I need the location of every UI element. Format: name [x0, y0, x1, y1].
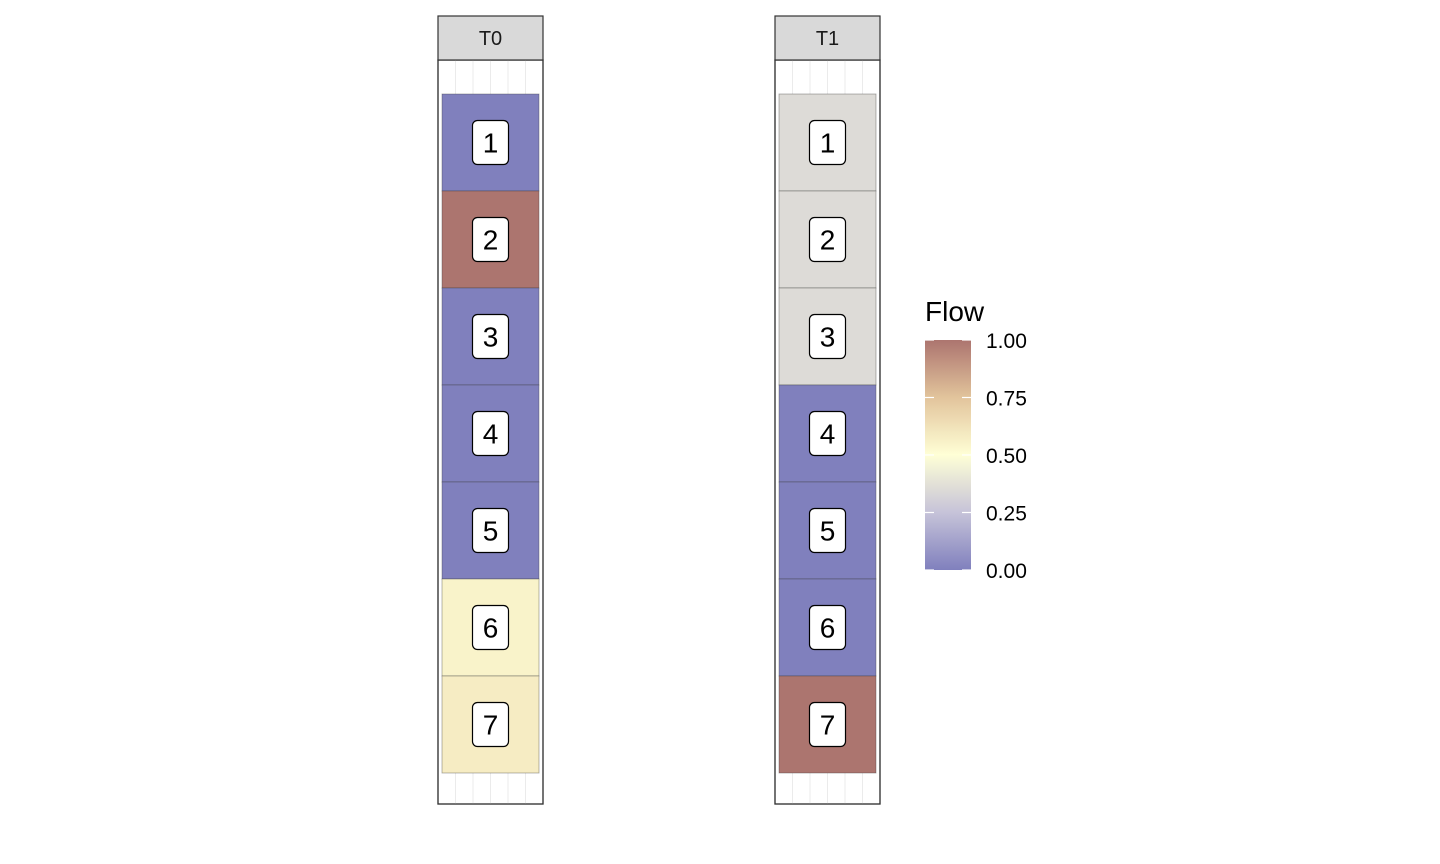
cell-label: 1 — [483, 128, 499, 159]
legend-tick-label: 0.50 — [986, 445, 1027, 468]
cell-label: 7 — [820, 710, 836, 741]
cell-label-box — [471, 701, 510, 748]
cell-label-box — [808, 604, 847, 651]
legend: Flow 1.00 0.75 0.50 0.25 0.00 — [925, 296, 1027, 583]
legend-title: Flow — [925, 296, 985, 327]
cell-label: 5 — [820, 516, 836, 547]
legend-tick-label: 1.00 — [986, 330, 1027, 353]
cell-label-box — [471, 410, 510, 457]
cell-label: 7 — [483, 710, 499, 741]
cell-label: 6 — [820, 613, 836, 644]
facet-strip-label: T1 — [816, 28, 839, 50]
cell-label-box — [808, 507, 847, 554]
cell-label: 1 — [820, 128, 836, 159]
legend-ticks: 1.00 0.75 0.50 0.25 0.00 — [925, 330, 1027, 583]
cell-label: 2 — [483, 225, 499, 256]
cell-label-box — [471, 119, 510, 166]
cell-label-box — [471, 507, 510, 554]
cell-label-box — [808, 216, 847, 263]
cell-label-box — [471, 216, 510, 263]
legend-tick-label: 0.00 — [986, 560, 1027, 583]
cell-label: 4 — [483, 419, 499, 450]
cell-label: 4 — [820, 419, 836, 450]
facet-strip-label: T0 — [479, 28, 502, 50]
facet-panel-t1: 1 2 3 4 5 6 7 T1 — [774, 15, 881, 805]
cell-label-box — [471, 604, 510, 651]
facet-cells: 1 2 3 4 5 6 7 — [441, 93, 540, 774]
cell-label: 3 — [820, 322, 836, 353]
facet-cells: 1 2 3 4 5 6 7 — [778, 93, 877, 774]
facet-strip — [774, 15, 881, 61]
cell-label: 5 — [483, 516, 499, 547]
facet-panel-t0: 1 2 3 4 5 6 7 T0 — [437, 15, 544, 805]
cell-label-box — [471, 313, 510, 360]
legend-tick-label: 0.25 — [986, 503, 1027, 526]
cell-label-box — [808, 313, 847, 360]
cell-label-box — [808, 410, 847, 457]
legend-tick-label: 0.75 — [986, 388, 1027, 411]
facet-strip — [437, 15, 544, 61]
cell-label-box — [808, 119, 847, 166]
cell-label: 2 — [820, 225, 836, 256]
cell-label: 6 — [483, 613, 499, 644]
cell-label: 3 — [483, 322, 499, 353]
cell-label-box — [808, 701, 847, 748]
